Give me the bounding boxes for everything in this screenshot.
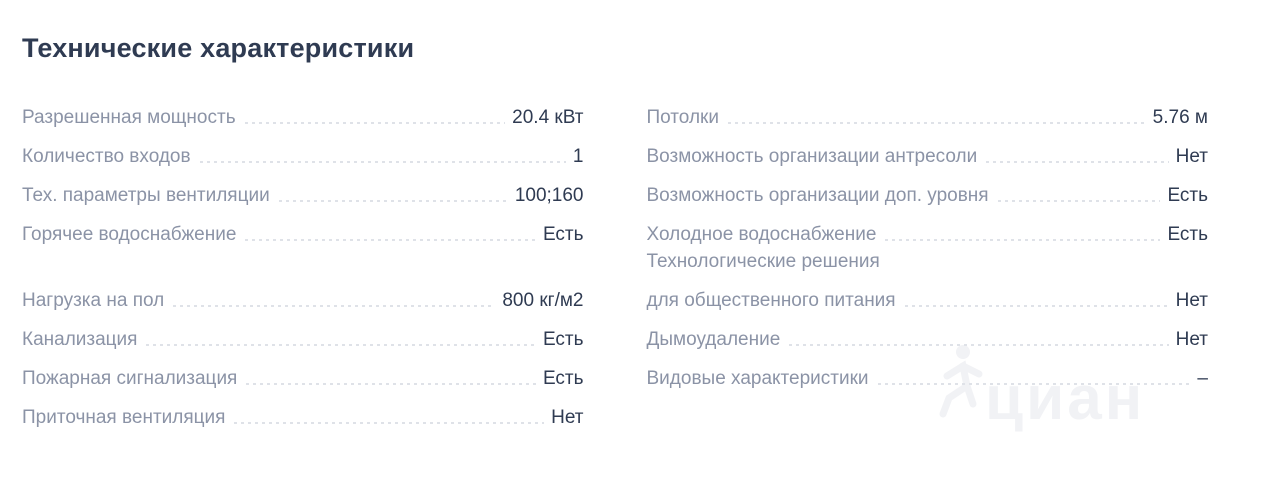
spec-value: 100;160 bbox=[514, 185, 584, 206]
dotted-leader bbox=[986, 161, 1169, 163]
spec-value: Есть bbox=[1167, 224, 1208, 245]
cian-watermark-text: циан bbox=[985, 364, 1146, 433]
spec-row: Разрешенная мощность 20.4 кВт bbox=[22, 90, 584, 129]
spec-label: Пожарная сигнализация bbox=[22, 368, 238, 389]
dotted-leader bbox=[727, 122, 1146, 124]
spec-label: Потолки bbox=[646, 107, 719, 128]
spec-value: 20.4 кВт bbox=[512, 107, 584, 128]
spec-row: Видовые характеристики – bbox=[647, 351, 1209, 390]
spec-value: Есть bbox=[1167, 185, 1208, 206]
dotted-leader bbox=[877, 383, 1191, 385]
spec-row: Приточная вентиляция Нет bbox=[22, 390, 584, 429]
spec-row: Технологические решения для общественного… bbox=[647, 246, 1209, 312]
spec-label: Канализация bbox=[22, 329, 138, 350]
dotted-leader bbox=[199, 161, 566, 163]
spec-label: Возможность организации антресоли bbox=[646, 146, 978, 167]
spec-label: Нагрузка на пол bbox=[22, 290, 165, 311]
spec-value: Нет bbox=[1175, 329, 1208, 350]
spec-value: Нет bbox=[1175, 146, 1208, 167]
spec-row: Возможность организации антресоли Нет bbox=[647, 129, 1209, 168]
spec-grid: Разрешенная мощность 20.4 кВт Количество в… bbox=[0, 90, 1280, 429]
dotted-leader bbox=[173, 305, 496, 307]
spec-label: Тех. параметры вентиляции bbox=[22, 185, 270, 206]
spec-label: Дымоудаление bbox=[646, 329, 781, 350]
spec-row-line: для общественного питания Нет bbox=[647, 273, 1209, 312]
cian-person-icon bbox=[933, 342, 985, 425]
cian-watermark: циан bbox=[933, 340, 1145, 430]
spec-value: Есть bbox=[542, 329, 584, 350]
dotted-leader bbox=[997, 200, 1161, 202]
spec-label: для общественного питания bbox=[646, 290, 896, 311]
spec-label-line: Технологические решения bbox=[647, 246, 1209, 273]
dotted-leader bbox=[885, 239, 1161, 241]
spec-value: Есть bbox=[542, 224, 584, 245]
spec-value: – bbox=[1197, 368, 1208, 389]
spec-row: Холодное водоснабжение Есть bbox=[647, 207, 1209, 246]
spec-value: 1 bbox=[572, 146, 584, 167]
spec-label: Технологические решения bbox=[646, 251, 880, 272]
dotted-leader bbox=[278, 200, 508, 202]
spec-row: Пожарная сигнализация Есть bbox=[22, 351, 584, 390]
dotted-leader bbox=[789, 344, 1169, 346]
spec-row: Канализация Есть bbox=[22, 312, 584, 351]
spec-label: Видовые характеристики bbox=[646, 368, 869, 389]
spec-value: Есть bbox=[542, 368, 584, 389]
dotted-leader bbox=[246, 383, 536, 385]
page-title: Технические характеристики bbox=[22, 33, 415, 63]
spec-label: Приточная вентиляция bbox=[22, 407, 226, 428]
spec-row: Горячее водоснабжение Есть bbox=[22, 207, 584, 246]
spec-value: Нет bbox=[1175, 290, 1208, 311]
spec-label: Возможность организации доп. уровня bbox=[646, 185, 989, 206]
spec-row: Количество входов 1 bbox=[22, 129, 584, 168]
dotted-leader bbox=[234, 422, 545, 424]
dotted-leader bbox=[146, 344, 536, 346]
spec-row: Потолки 5.76 м bbox=[647, 90, 1209, 129]
spec-column-right: Потолки 5.76 м Возможность организации ант… bbox=[647, 90, 1209, 429]
dotted-leader bbox=[904, 305, 1169, 307]
spec-label: Разрешенная мощность bbox=[22, 107, 236, 128]
spec-row: Тех. параметры вентиляции 100;160 bbox=[22, 168, 584, 207]
spec-label: Количество входов bbox=[22, 146, 191, 167]
spec-row: Дымоудаление Нет bbox=[647, 312, 1209, 351]
spec-row: Нагрузка на пол 800 кг/м2 bbox=[22, 273, 584, 312]
spec-label: Холодное водоснабжение bbox=[646, 224, 877, 245]
dotted-leader bbox=[244, 122, 506, 124]
spec-value: Нет bbox=[551, 407, 584, 428]
spec-column-left: Разрешенная мощность 20.4 кВт Количество в… bbox=[22, 90, 584, 429]
spec-value: 800 кг/м2 bbox=[502, 290, 584, 311]
spec-row: Возможность организации доп. уровня Есть bbox=[647, 168, 1209, 207]
spec-label: Горячее водоснабжение bbox=[22, 224, 237, 245]
spec-value: 5.76 м bbox=[1152, 107, 1208, 128]
dotted-leader bbox=[245, 239, 536, 241]
